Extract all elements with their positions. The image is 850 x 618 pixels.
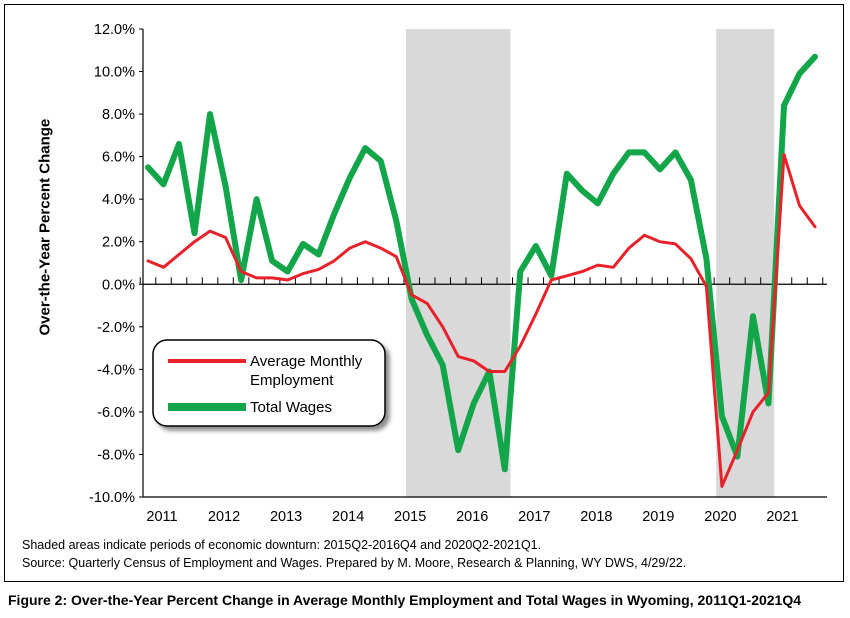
series-line-employment [146,153,817,488]
x-tick-label: 2012 [208,509,240,525]
y-tick-label: -4.0% [97,362,135,378]
downturn-shading [405,29,775,497]
x-tick-label: 2017 [518,509,550,525]
figure-frame [4,4,844,582]
y-tick-label: -6.0% [97,405,135,421]
x-tick-label: 2018 [580,509,612,525]
legend: Average Monthly Employment Total Wages [152,339,386,427]
x-tick-label: 2021 [766,509,798,525]
y-tick-label: 12.0% [94,22,135,38]
y-tick-label: -2.0% [97,320,135,336]
axes [142,29,827,498]
legend-label-employment-line1: Average Monthly [250,353,363,370]
y-tick-label: -8.0% [97,447,135,463]
axis-ticks: 12.0% 10.0% 8.0% 6.0% 4.0% 2.0% 0.0% -2.0% -4.0%… [89,22,824,525]
legend-label-employment-line2: Employment [250,372,334,389]
x-tick-label: 2013 [270,509,302,525]
y-tick-label: 6.0% [102,150,135,166]
series-lines [145,53,818,488]
shaded-period-1 [405,29,511,497]
y-tick-label: 10.0% [94,65,135,81]
x-tick-label: 2019 [642,509,674,525]
figure-caption: Figure 2: Over-the-Year Percent Change i… [8,592,802,608]
x-tick-label: 2015 [394,509,426,525]
series-line-total-wages [145,53,818,473]
x-tick-label: 2016 [456,509,488,525]
y-tick-label: 0.0% [102,277,135,293]
y-tick-label: 8.0% [102,107,135,123]
y-axis-label: Over-the-Year Percent Change [36,118,54,336]
note-source: Source: Quarterly Census of Employment a… [22,556,687,570]
line-chart: 12.0% 10.0% 8.0% 6.0% 4.0% 2.0% 0.0% -2.0% -4.0%… [89,22,827,525]
y-tick-label: -10.0% [89,490,135,506]
y-tick-label: 2.0% [102,235,135,251]
y-tick-label: 4.0% [102,192,135,208]
legend-label-wages: Total Wages [250,399,332,416]
x-tick-label: 2014 [332,509,364,525]
x-tick-label: 2011 [146,509,177,525]
note-shading: Shaded areas indicate periods of economi… [22,538,542,552]
x-tick-label: 2020 [704,509,736,525]
